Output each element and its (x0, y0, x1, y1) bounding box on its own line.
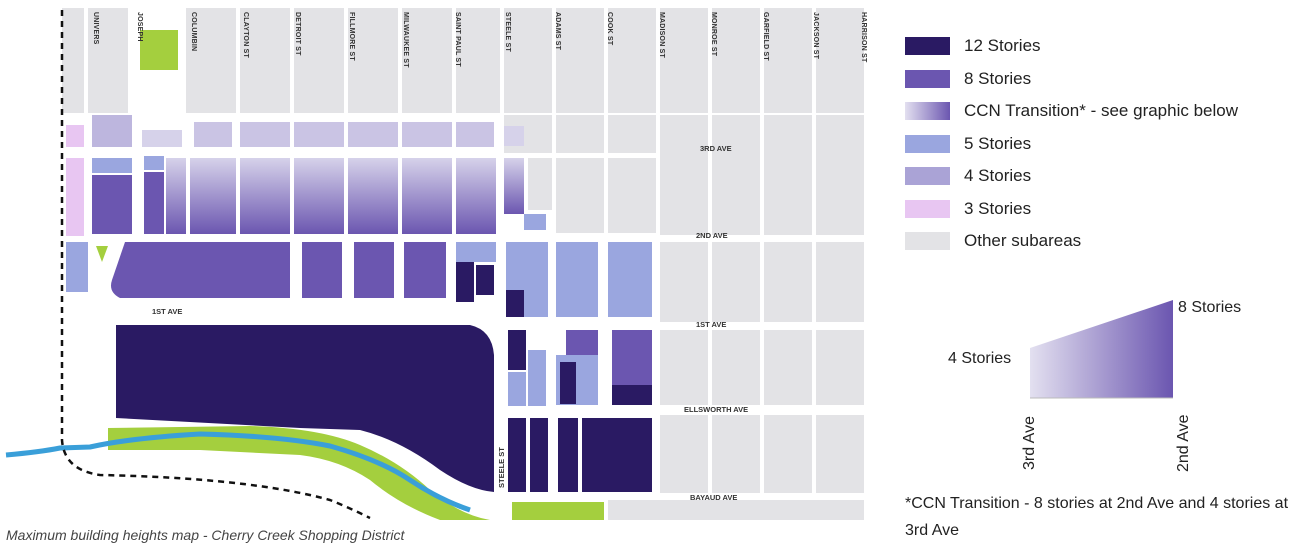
street-label-cook-st: COOK ST (606, 12, 613, 46)
legend-swatch-12-stories (905, 37, 950, 56)
legend-swatch-4-stories (905, 167, 950, 186)
legend-swatch-ccn-transition (905, 102, 950, 121)
legend-label-12-stories: 12 Stories (964, 36, 1041, 56)
legend-swatch-3-stories (905, 199, 950, 218)
other-subareas (62, 8, 864, 520)
street-label-monroe-st: MONROE ST (710, 12, 717, 57)
legend: 12 Stories 8 Stories CCN Transition* - s… (905, 30, 1238, 258)
label-1st-ave-east: 1ST AVE (696, 320, 726, 329)
legend-item-ccn-transition: CCN Transition* - see graphic below (905, 95, 1238, 128)
legend-item-4-stories: 4 Stories (905, 160, 1238, 193)
label-ellsworth-ave: ELLSWORTH AVE (684, 405, 748, 414)
street-label-clayton-st: CLAYTON ST (242, 12, 249, 58)
legend-label-3-stories: 3 Stories (964, 198, 1032, 218)
label-steele-st-south: STEELE ST (497, 447, 506, 488)
street-label-jackson-st: JACKSON ST (812, 12, 819, 60)
legend-swatch-5-stories (905, 134, 950, 153)
label-2nd-ave: 2ND AVE (696, 231, 728, 240)
label-bayaud-ave: BAYAUD AVE (690, 493, 737, 502)
street-label-columbin: COLUMBIN (190, 12, 197, 51)
zone-ccn-transition (92, 115, 524, 234)
zone-12-stories (116, 262, 652, 492)
legend-item-12-stories: 12 Stories (905, 30, 1238, 63)
legend-item-8-stories: 8 Stories (905, 63, 1238, 96)
height-map: UNIVERS JOSEPH COLUMBIN CLAYTON ST DETROIT S… (5, 8, 867, 520)
ccn-footnote: *CCN Transition - 8 stories at 2nd Ave a… (905, 495, 1289, 539)
legend-item-5-stories: 5 Stories (905, 128, 1238, 161)
zone-3-stories (66, 125, 84, 236)
label-3rd-ave: 3RD AVE (700, 144, 732, 153)
street-label-detroit-st: DETROIT ST (294, 12, 301, 56)
street-label-steele-st: STEELE ST (504, 12, 511, 52)
legend-label-ccn-transition: CCN Transition* - see graphic below (964, 101, 1239, 121)
legend-swatch-other-subareas (905, 232, 950, 251)
legend-label-other-subareas: Other subareas (964, 231, 1082, 251)
diagram-low-label: 4 Stories (948, 350, 1011, 367)
street-label-fillmore-st: FILLMORE ST (348, 12, 355, 61)
legend-label-8-stories: 8 Stories (964, 68, 1032, 88)
legend-item-3-stories: 3 Stories (905, 193, 1238, 226)
transition-wedge (1030, 300, 1173, 398)
street-label-joseph: JOSEPH (136, 12, 143, 42)
street-label-harrison-st: HARRISON ST (860, 12, 867, 63)
street-label-milwaukee-st: MILWAUKEE ST (402, 12, 409, 68)
legend-swatch-8-stories (905, 69, 950, 88)
label-1st-ave-west: 1ST AVE (152, 307, 182, 316)
street-label-univers: UNIVERS (92, 12, 99, 45)
street-label-garfield-st: GARFIELD ST (762, 12, 769, 61)
zone-8-stories (92, 172, 652, 385)
street-label-adams-st: ADAMS ST (554, 12, 561, 51)
park-areas (96, 30, 604, 520)
vertical-street-labels: UNIVERS JOSEPH COLUMBIN CLAYTON ST DETROIT S… (92, 12, 867, 68)
ccn-transition-diagram: 8 Stories 4 Stories 3rd Ave 2nd Ave (948, 299, 1241, 472)
legend-label-5-stories: 5 Stories (964, 133, 1032, 153)
street-label-madison-st: MADISON ST (658, 12, 665, 58)
legend-item-other-subareas: Other subareas (905, 225, 1238, 258)
diagram-right-axis-label: 2nd Ave (1175, 414, 1192, 472)
map-caption: Maximum building heights map - Cherry Cr… (6, 527, 405, 543)
diagram-high-label: 8 Stories (1178, 299, 1241, 316)
street-label-saint-paul-st: SAINT PAUL ST (454, 12, 461, 67)
diagram-left-axis-label: 3rd Ave (1021, 416, 1038, 470)
cherry-creek (5, 431, 471, 513)
legend-label-4-stories: 4 Stories (964, 166, 1032, 186)
